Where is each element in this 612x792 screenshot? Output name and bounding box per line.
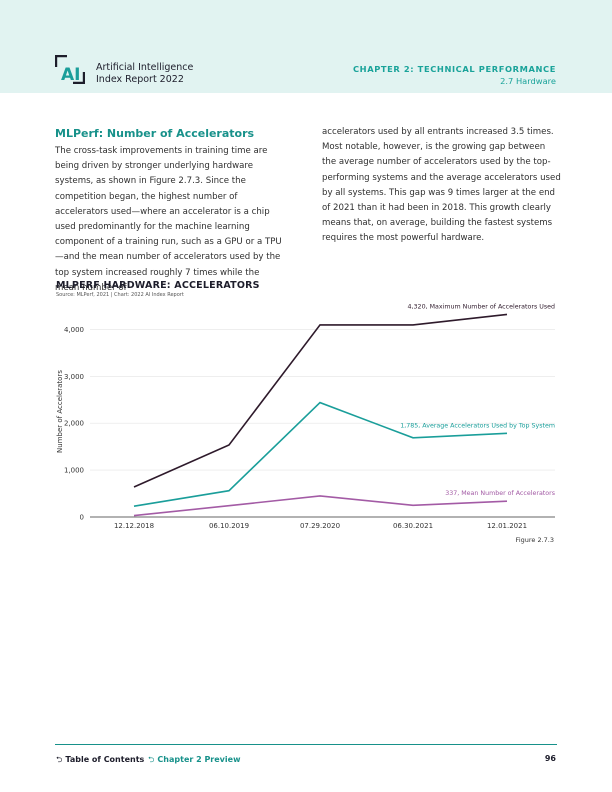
x-tick-label: 12.12.2018 [114,522,154,530]
figure-label: Figure 2.7.3 [515,536,554,544]
series-end-label: 337, Mean Number of Accelerators [445,490,555,497]
chapter-preview-link[interactable]: ⮌ Chapter 2 Preview [148,754,240,768]
return-arrow-icon: ⮌ [148,755,155,764]
footer-divider [55,744,557,745]
y-tick-label: 3,000 [64,373,84,381]
series-line [133,401,508,507]
x-tick-label: 06.30.2021 [393,522,433,530]
svg-text:AI: AI [61,65,80,84]
page-number: 96 [544,754,556,763]
article-right-text: accelerators used by all entrants increa… [322,127,561,244]
series-end-label: 4,320, Maximum Number of Accelerators Us… [408,303,555,310]
brand-line-1: Artificial Intelligence [96,62,194,73]
chart-title: MLPERF HARDWARE: ACCELERATORS [56,280,260,291]
preview-label: Chapter 2 Preview [157,755,241,764]
chart-source: Source: MLPerf, 2021 | Chart: 2022 AI In… [56,292,184,298]
series-line [133,495,508,517]
y-tick-label: 0 [80,514,84,522]
section-title: 2.7 Hardware [500,76,556,86]
table-of-contents-link[interactable]: ⮌ Table of Contents [56,754,144,768]
y-tick-label: 2,000 [64,420,84,428]
brand-title: Artificial Intelligence Index Report 202… [96,62,193,86]
x-tick-label: 06.10.2019 [209,522,249,530]
chapter-title: CHAPTER 2: TECHNICAL PERFORMANCE [352,64,556,74]
article-left-column: MLPerf: Number of Accelerators The cross… [55,127,285,296]
series-line [133,313,508,488]
article-title: MLPerf: Number of Accelerators [55,127,255,140]
toc-label: Table of Contents [65,755,145,764]
y-tick-label: 4,000 [64,326,84,334]
y-tick-label: 1,000 [64,467,84,475]
y-axis-label: Number of Accelerators [56,370,64,453]
series-end-label: 1,785, Average Accelerators Used by Top … [400,422,555,429]
brand-line-2: Index Report 2022 [96,74,184,85]
article-left-text: The cross-task improvements in training … [55,146,282,293]
x-tick-label: 12.01.2021 [487,522,527,530]
accelerators-line-chart: 0 1,000 2,000 3,000 4,000 12.12.2018 06.10.201… [56,303,555,530]
article-right-column: accelerators used by all entrants increa… [322,125,562,247]
page-header: AI Artificial Intelligence Index Report … [0,0,612,93]
return-arrow-icon: ⮌ [56,755,63,764]
ai-index-logo-icon: AI [55,55,85,84]
x-tick-label: 07.29.2020 [300,522,340,530]
